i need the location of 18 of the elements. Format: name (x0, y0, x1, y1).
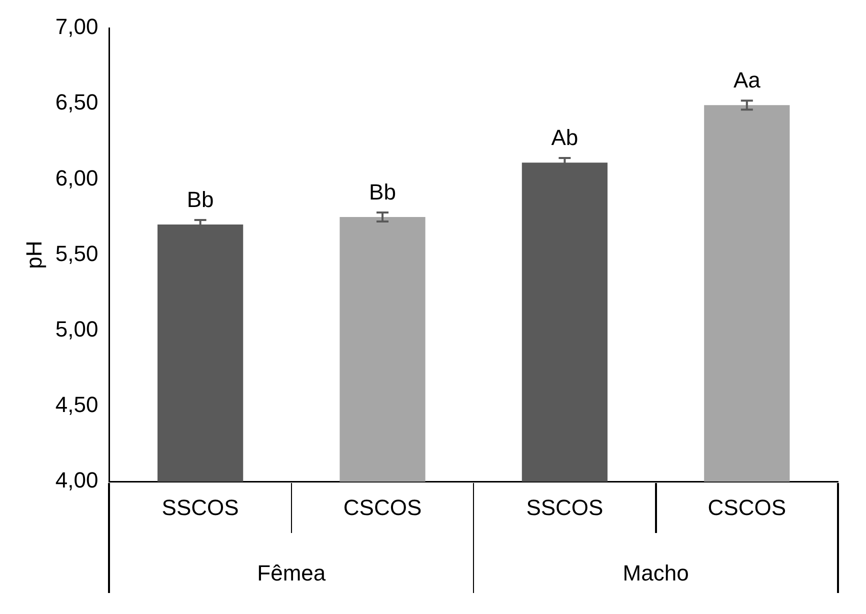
data-label: Aa (733, 68, 762, 93)
y-tick-label: 4,00 (55, 468, 98, 493)
y-tick-label: 5,00 (55, 316, 98, 342)
y-tick-label: 7,00 (55, 14, 98, 40)
y-tick-label: 6,50 (55, 90, 98, 115)
text: Macho (622, 560, 689, 586)
x-tick-label: SSCOS (162, 494, 239, 520)
data-label: Bb (186, 187, 214, 212)
y-tick-label: 5,50 (55, 240, 98, 266)
y-tick-label: 4,50 (55, 392, 98, 418)
x-tick-label: CSCOS (343, 494, 422, 520)
data-label: Ab (551, 125, 578, 150)
y-axis-title: pH (21, 240, 46, 269)
x-tick-label: SSCOS (526, 494, 604, 520)
x-tick-label: CSCOS (708, 494, 786, 520)
data-label: Bb (369, 180, 396, 205)
text: Fêmea (257, 560, 326, 586)
y-tick-label: 6,00 (55, 165, 98, 190)
